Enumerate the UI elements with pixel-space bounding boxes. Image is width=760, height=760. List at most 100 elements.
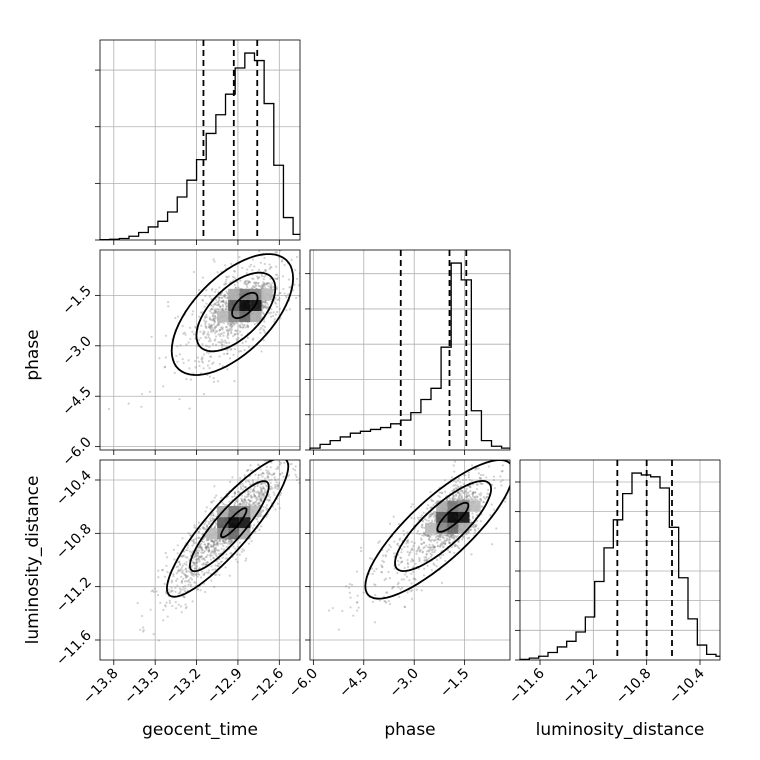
sample-point [491,434,493,436]
sample-point [210,308,213,311]
sample-point [239,502,242,505]
sample-point [421,520,425,523]
sample-point [239,485,243,489]
sample-point [205,326,208,330]
sample-point [243,498,247,502]
sample-point [229,542,232,545]
sample-point [161,568,164,572]
sample-point [411,547,414,550]
sample-point [179,588,183,591]
sample-point [409,590,413,593]
sample-point [259,486,262,489]
sample-point [217,300,220,303]
sample-point [244,486,247,489]
sample-point [457,486,460,489]
sample-point [536,437,538,439]
sample-point [233,501,237,505]
histogram-luminosity-distance [519,472,720,661]
sample-point [228,500,231,503]
sample-point [222,334,225,337]
sample-point [197,554,200,557]
sample-point [263,331,267,334]
sample-point [265,469,268,472]
sample-point [410,548,413,552]
sample-point [217,341,220,344]
sample-point [434,510,437,514]
sample-point [239,503,242,506]
sample-point [465,495,468,498]
sample-point [181,358,184,361]
sample-point [252,501,255,504]
sample-point [450,476,454,479]
sample-point [240,500,243,503]
sample-point [302,284,304,286]
sample-point [203,535,207,539]
sample-point [225,345,228,348]
sample-point [264,286,267,290]
sample-point [432,548,435,551]
sample-point [261,304,264,307]
sample-point [198,338,201,342]
sample-point [211,519,214,522]
sample-point [268,479,271,482]
sample-point [220,326,223,329]
sample-point [239,279,242,282]
sample-point [308,456,310,458]
sample-point [253,501,257,504]
sample-point [198,559,201,562]
sample-point [183,550,186,553]
sample-point [214,298,218,301]
sample-point [230,262,233,265]
sample-point [450,546,453,549]
sample-point [220,496,223,499]
sample-point [222,299,225,302]
sample-point [470,464,474,467]
x-tick-label: −1.5 [437,666,472,701]
sample-point [229,539,232,542]
sample-point [230,330,233,334]
sample-point [181,554,184,557]
sample-point [209,517,212,520]
sample-point [213,550,217,553]
sample-point [187,359,190,362]
sample-point [396,542,399,545]
sample-point [189,571,192,574]
sample-point [163,582,166,585]
sample-point [234,547,237,550]
density-cell [239,506,251,518]
sample-point [471,493,474,496]
sample-point [285,456,287,458]
sample-point [401,586,404,589]
sample-point [233,323,236,326]
sample-point [446,534,449,537]
sample-point [220,327,223,330]
sample-point [214,546,218,549]
sample-point [279,291,282,295]
sample-point [479,473,483,477]
sample-point [463,474,466,477]
sample-point [469,486,472,489]
sample-point [218,305,222,308]
sample-point [210,324,213,327]
sample-point [262,305,265,308]
sample-point [218,573,221,577]
sample-point [207,550,210,553]
sample-point [173,371,176,374]
sample-point [189,581,192,584]
contour-level [195,271,277,353]
sample-point [427,550,431,553]
sample-point [295,451,297,453]
sample-point [262,338,265,342]
sample-point [411,559,414,562]
sample-point [221,308,224,311]
sample-point [255,498,258,502]
sample-point [385,601,388,604]
sample-point [213,542,216,545]
sample-point [247,492,250,496]
sample-point [183,596,186,599]
sample-point [234,558,238,561]
sample-point [213,585,216,588]
sample-point [410,516,413,519]
sample-point [264,481,267,485]
sample-point [285,455,287,457]
